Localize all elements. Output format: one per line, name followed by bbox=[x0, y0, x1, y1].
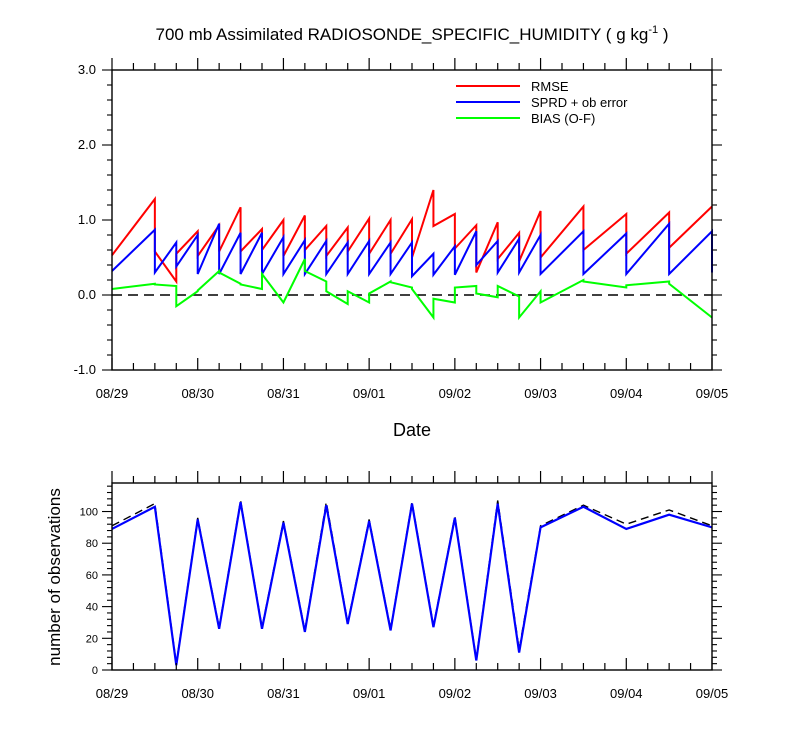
observations-solid-line bbox=[111, 501, 713, 666]
y-tick-label: 0.0 bbox=[78, 287, 96, 302]
x-tick-label: 09/05 bbox=[696, 686, 729, 701]
x-tick-label: 08/29 bbox=[96, 686, 129, 701]
bottom-chart: 08/29 08/30 08/31 09/01 09/02 09/03 09/04 09/05… bbox=[45, 471, 728, 701]
y-tick-label: 1.0 bbox=[78, 212, 96, 227]
x-tick-label: 09/04 bbox=[610, 686, 643, 701]
legend-bias-label: BIAS (O-F) bbox=[531, 111, 595, 126]
legend-sprd-label: SPRD + ob error bbox=[531, 95, 628, 110]
bottom-series-group bbox=[111, 500, 713, 666]
chart-title-end: ) bbox=[658, 25, 668, 44]
x-tick-label: 09/01 bbox=[353, 386, 386, 401]
x-tick-label: 08/31 bbox=[267, 386, 300, 401]
x-tick-label: 08/30 bbox=[181, 386, 214, 401]
y-tick-label: 80 bbox=[86, 538, 98, 550]
x-axis-label: Date bbox=[393, 420, 431, 440]
y-tick-label: 3.0 bbox=[78, 62, 96, 77]
plot-frame bbox=[111, 482, 713, 671]
chart-title: 700 mb Assimilated RADIOSONDE_SPECIFIC_H… bbox=[156, 24, 669, 44]
x-tick-label: 09/01 bbox=[353, 686, 386, 701]
chart-title-exponent: -1 bbox=[648, 24, 658, 36]
y-tick-label: 0 bbox=[92, 665, 98, 677]
x-tick-label: 09/04 bbox=[610, 386, 643, 401]
legend-rmse-label: RMSE bbox=[531, 79, 569, 94]
x-tick-label: 08/31 bbox=[267, 686, 300, 701]
y-tick-label: -1.0 bbox=[74, 362, 96, 377]
chart-title-main: 700 mb Assimilated RADIOSONDE_SPECIFIC_H… bbox=[156, 25, 649, 44]
x-tick-label: 08/30 bbox=[181, 686, 214, 701]
bias-series-line bbox=[111, 258, 713, 321]
bottom-axes: 08/29 08/30 08/31 09/01 09/02 09/03 09/04 09/05… bbox=[80, 471, 729, 701]
observations-dashed-line bbox=[111, 500, 713, 664]
y-tick-label: 20 bbox=[86, 633, 98, 645]
y-tick-label: 60 bbox=[86, 570, 98, 582]
top-chart: 700 mb Assimilated RADIOSONDE_SPECIFIC_H… bbox=[74, 24, 729, 440]
top-series-group bbox=[111, 189, 713, 321]
y-tick-label: 2.0 bbox=[78, 137, 96, 152]
x-tick-label: 09/02 bbox=[439, 686, 472, 701]
y-axis-label-observations: number of observations bbox=[45, 488, 64, 666]
x-tick-label: 08/29 bbox=[96, 386, 129, 401]
x-tick-label: 09/03 bbox=[524, 386, 557, 401]
sprd-series-line bbox=[111, 221, 713, 279]
top-axes: 08/29 08/30 08/31 09/01 09/02 09/03 09/04 09/05… bbox=[74, 58, 729, 401]
x-tick-label: 09/02 bbox=[439, 386, 472, 401]
x-tick-label: 09/05 bbox=[696, 386, 729, 401]
y-tick-label: 40 bbox=[86, 602, 98, 614]
x-tick-label: 09/03 bbox=[524, 686, 557, 701]
y-tick-label: 100 bbox=[80, 507, 98, 519]
